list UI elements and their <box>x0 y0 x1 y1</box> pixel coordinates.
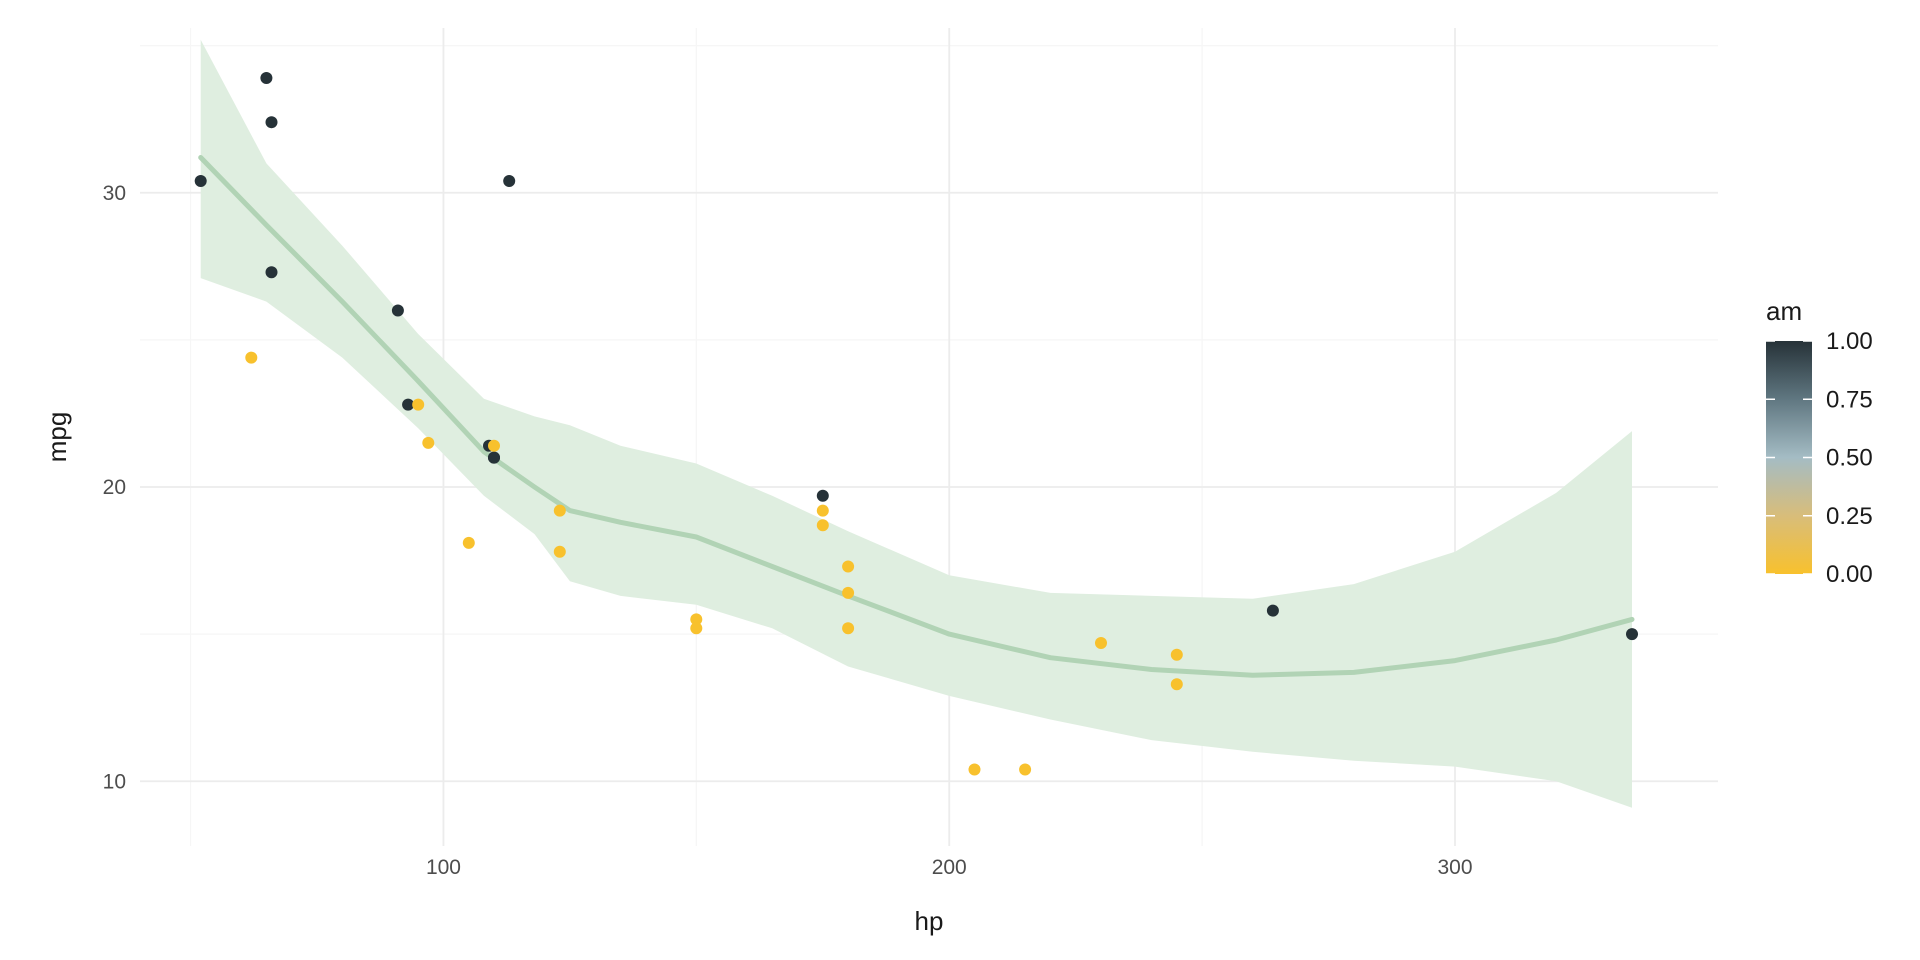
data-point <box>842 560 855 573</box>
data-point <box>391 304 404 317</box>
data-point <box>816 504 829 517</box>
x-axis-title: hp <box>915 906 944 936</box>
data-point <box>968 763 981 776</box>
data-point <box>1266 604 1279 617</box>
y-axis-title: mpg <box>42 412 72 463</box>
data-point <box>488 439 500 452</box>
legend-label: 0.50 <box>1826 445 1873 472</box>
data-point <box>1019 763 1032 776</box>
data-point <box>265 116 278 129</box>
y-tick-label: 20 <box>103 476 126 499</box>
grid-lines <box>140 28 1718 846</box>
confidence-band-layer <box>200 39 1633 808</box>
color-legend: am 1.00 0.75 0.50 0.25 0.00 <box>1766 296 1873 588</box>
data-point <box>690 622 703 635</box>
data-point <box>488 451 500 464</box>
legend-label: 1.00 <box>1826 328 1873 355</box>
y-tick-label: 10 <box>103 770 126 793</box>
data-point <box>402 398 415 411</box>
legend-label: 0.00 <box>1826 561 1873 588</box>
tick-labels: 100 200 300 10 20 30 <box>103 182 1473 879</box>
data-point <box>462 536 475 549</box>
data-point <box>245 351 258 364</box>
legend-label: 0.75 <box>1826 386 1873 413</box>
data-point <box>816 519 829 532</box>
data-point <box>1170 678 1183 691</box>
legend-label: 0.25 <box>1826 503 1873 530</box>
legend-ticks: 1.00 0.75 0.50 0.25 0.00 <box>1766 328 1873 588</box>
smooth-line-layer <box>198 155 1635 678</box>
legend-title: am <box>1766 296 1802 326</box>
data-point <box>422 436 435 449</box>
data-point <box>1170 648 1183 661</box>
data-point <box>690 613 703 626</box>
data-point <box>816 489 829 502</box>
data-point <box>553 504 566 517</box>
smooth-trend-line <box>198 155 1635 678</box>
data-point <box>503 175 516 187</box>
x-tick-label: 100 <box>426 856 461 879</box>
data-points <box>194 72 1638 776</box>
data-point <box>260 72 273 84</box>
data-point <box>1626 628 1638 641</box>
x-tick-label: 300 <box>1437 856 1472 879</box>
data-point <box>1095 637 1107 649</box>
confidence-band <box>200 39 1633 808</box>
data-point <box>842 586 855 599</box>
y-tick-label: 30 <box>103 182 126 205</box>
data-point <box>194 175 207 187</box>
data-point <box>265 266 278 279</box>
x-tick-label: 200 <box>932 856 967 879</box>
data-point <box>412 398 425 411</box>
data-point <box>842 622 855 635</box>
data-point <box>553 545 566 558</box>
